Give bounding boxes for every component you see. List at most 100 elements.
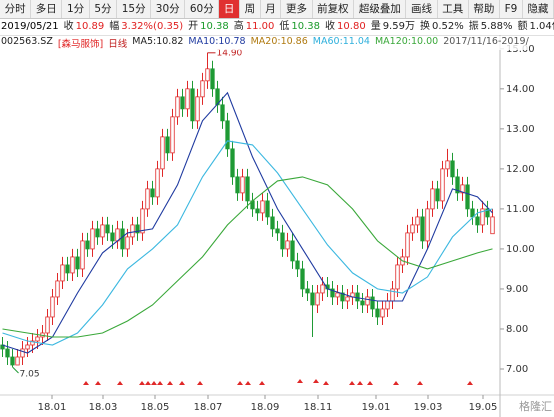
candle-body — [190, 88, 195, 122]
candle-body — [430, 188, 435, 210]
candle-body — [335, 292, 340, 298]
toolbar: 分时 多日 1分 5分 15分 30分 60分日周月更多 前复权 超级叠加 画线 工具 帮助 F9 隐藏 — [0, 0, 554, 19]
candle-body — [170, 116, 175, 154]
candle-body — [490, 216, 495, 235]
candle-body — [450, 160, 455, 178]
event-markers — [83, 379, 473, 385]
x-tick-label: 19.05 — [469, 402, 498, 413]
stock-code: 002563.SZ — [1, 36, 53, 47]
tab[interactable]: 隐藏 — [523, 0, 554, 18]
x-tick-label: 18.01 — [38, 402, 67, 413]
candle-body — [215, 88, 220, 106]
quote-value: 11.00 — [245, 21, 275, 32]
candle-body — [315, 292, 320, 306]
candle-body — [220, 104, 225, 122]
y-tick-label: 13.00 — [506, 124, 535, 135]
candle-body — [270, 216, 275, 230]
tab[interactable]: 60分 — [185, 0, 220, 18]
candle-body — [235, 176, 240, 194]
candle-body — [355, 292, 360, 302]
candle-body — [265, 200, 270, 218]
event-marker — [83, 379, 473, 385]
tab[interactable]: 5分 — [90, 0, 118, 18]
candle-body — [295, 260, 300, 270]
candle-body — [380, 308, 385, 318]
candle-body — [260, 200, 265, 214]
candle-body — [130, 224, 135, 238]
y-tick-label: 9.00 — [506, 284, 528, 295]
candle-body — [230, 148, 235, 178]
tab[interactable]: 周 — [240, 0, 261, 18]
candle-body — [445, 160, 450, 170]
tab[interactable]: 画线 — [406, 0, 438, 18]
candle-body — [95, 228, 100, 238]
x-tick-label: 19.03 — [414, 402, 443, 413]
tab[interactable]: 前复权 — [313, 0, 355, 18]
tab[interactable]: 更多 — [281, 0, 313, 18]
candle-body — [150, 188, 155, 198]
candle-body — [205, 68, 210, 82]
tab[interactable]: 30分 — [151, 0, 186, 18]
quote-date: 2019/05/21 — [1, 21, 59, 32]
tab[interactable]: 月 — [261, 0, 282, 18]
candle-body — [245, 176, 250, 202]
candle-body — [125, 236, 130, 250]
candle-body — [25, 344, 30, 350]
tab[interactable]: 日 — [219, 0, 240, 18]
candle-body — [35, 336, 40, 342]
candle-body — [435, 188, 440, 202]
quote-label: 换 — [419, 21, 430, 32]
candle-body — [330, 288, 335, 298]
candle-body — [160, 136, 165, 170]
candle-body — [75, 256, 80, 270]
candle-body — [225, 120, 230, 150]
candle-body — [300, 268, 305, 290]
candle-body — [410, 224, 415, 234]
candles — [0, 52, 495, 367]
candle-body — [210, 68, 215, 90]
candle-body — [395, 264, 400, 290]
quote-value: 10.38 — [200, 21, 229, 32]
quote-label: 幅 — [109, 21, 120, 32]
tab[interactable]: 1分 — [62, 0, 90, 18]
x-tick-label: 18.09 — [251, 402, 280, 413]
quote-label: 收 — [325, 21, 336, 32]
candle-body — [80, 240, 85, 270]
candle-body — [480, 208, 485, 226]
y-tick-label: 10.00 — [506, 244, 535, 255]
candle-body — [110, 232, 115, 242]
quote-label: 开 — [188, 21, 199, 32]
tab[interactable]: 帮助 — [469, 0, 500, 18]
candle-body — [15, 356, 20, 366]
quote-item: 收 10.80 — [325, 19, 366, 35]
candle-body — [135, 224, 140, 234]
candle-body — [285, 240, 290, 250]
tab[interactable]: F9 — [500, 0, 523, 18]
quote-item: 量 9.59万 — [371, 19, 415, 35]
candle-body — [200, 80, 205, 98]
x-tick-label: 19.01 — [362, 402, 391, 413]
quote-value: 3.32%(0.35) — [121, 21, 184, 32]
candle-body — [420, 216, 425, 242]
quote-item: 幅 3.32%(0.35) — [109, 19, 183, 35]
candle-body — [255, 208, 260, 214]
tab[interactable]: 15分 — [117, 0, 152, 18]
tab[interactable]: 工具 — [438, 0, 469, 18]
tab[interactable]: 多日 — [31, 0, 63, 18]
candle-body — [470, 208, 475, 218]
watermark: 格隆汇 — [519, 399, 552, 413]
candle-body — [365, 296, 370, 306]
candle-body — [85, 240, 90, 250]
tab[interactable]: 超级叠加 — [354, 0, 407, 18]
tab[interactable]: 分时 — [0, 0, 32, 18]
candle-body — [320, 284, 325, 294]
quote-item: 低 10.38 — [279, 19, 320, 35]
candle-body — [60, 264, 65, 282]
quote-value: 1.04亿 — [529, 21, 554, 32]
y-tick-label: 7.00 — [506, 364, 528, 375]
x-tick-label: 18.05 — [141, 402, 170, 413]
quote-value: 0.52% — [431, 21, 464, 32]
candle-body — [120, 228, 125, 250]
candle-body — [310, 292, 315, 306]
candle-body — [105, 224, 110, 234]
